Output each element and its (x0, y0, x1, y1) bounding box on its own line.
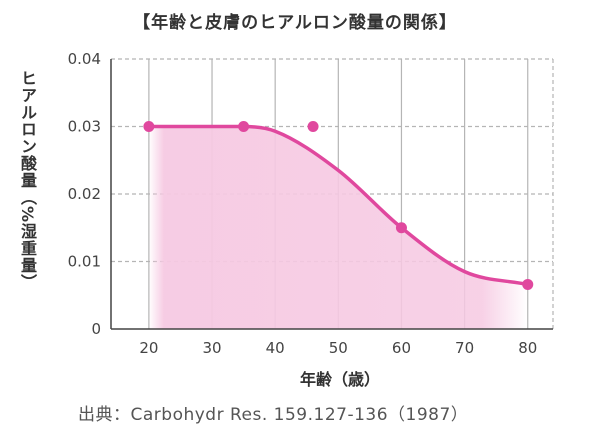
x-tick-label: 50 (329, 339, 348, 357)
y-axis-label: ヒアルロン酸量（%湿重量） (18, 70, 37, 292)
data-point (238, 121, 250, 132)
data-point (143, 121, 155, 132)
x-tick-label: 30 (202, 339, 221, 357)
axes (110, 59, 553, 330)
chart-title: 【年齢と皮膚のヒアルロン酸量の関係】 (133, 13, 457, 33)
x-tick-label: 20 (139, 339, 158, 357)
x-tick-label: 80 (518, 339, 537, 357)
tick-labels: 0 0.01 0.02 0.03 0.04 20 30 40 50 60 70 80 (68, 50, 538, 357)
data-point (395, 222, 407, 234)
y-tick-label: 0.04 (68, 50, 101, 68)
source-citation: 出典：Carbohydr Res. 159.127-136（1987） (78, 405, 469, 425)
x-tick-label: 60 (392, 339, 411, 357)
x-axis-label: 年齢（歳） (300, 370, 380, 389)
y-axis-label-wrap: ヒアルロン酸量（%湿重量） (14, 70, 40, 330)
area-fill (148, 126, 528, 329)
data-point (522, 278, 534, 290)
data-points (143, 121, 534, 290)
x-tick-label: 40 (266, 339, 285, 357)
y-tick-label: 0.02 (68, 185, 101, 203)
y-tick-label: 0 (91, 320, 101, 338)
y-tick-label: 0.03 (68, 118, 101, 136)
data-point (307, 121, 319, 132)
x-tick-label: 70 (455, 339, 474, 357)
y-tick-label: 0.01 (68, 253, 101, 271)
